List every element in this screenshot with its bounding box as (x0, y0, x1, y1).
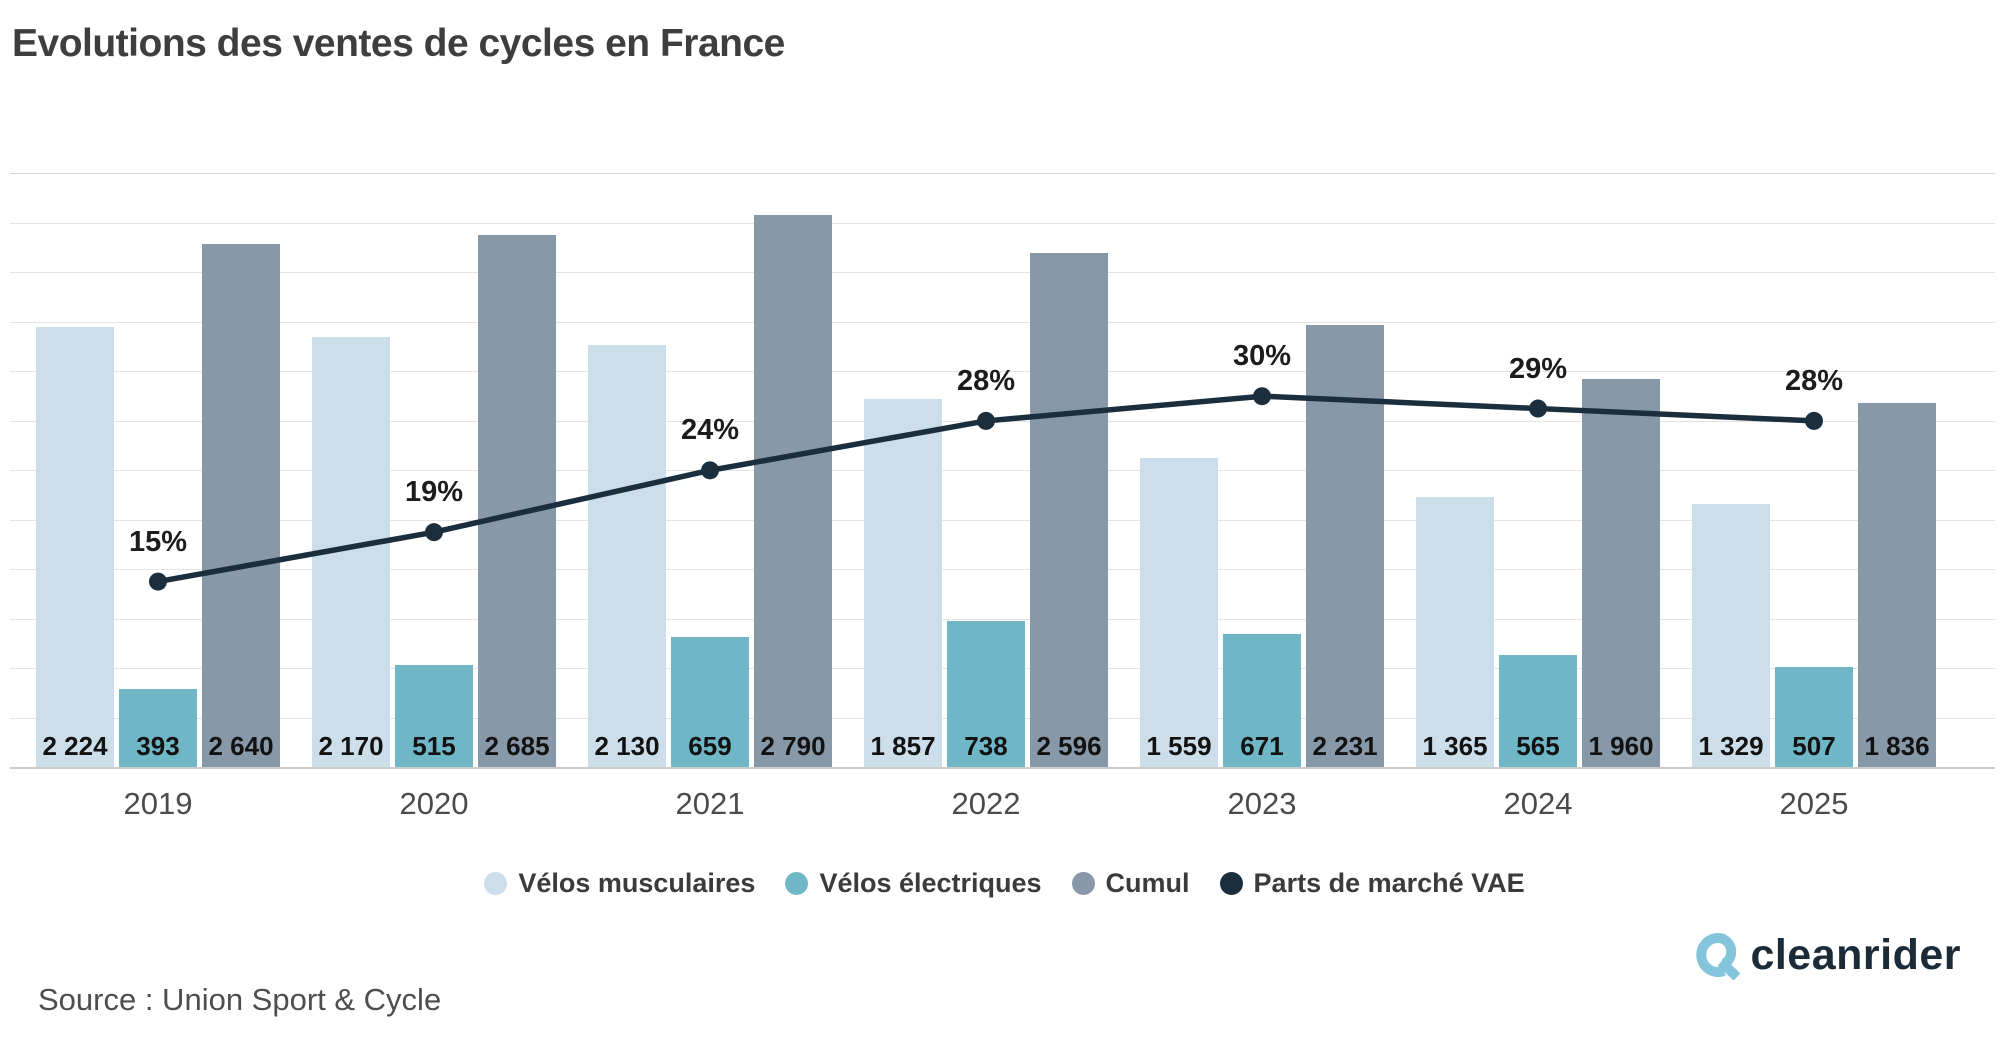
pct-label-2025: 28% (1784, 364, 1844, 397)
legend-item-velos-electriques[interactable]: Vélos électriques (785, 868, 1042, 899)
bar-value-label: 393 (136, 730, 180, 761)
legend-swatch-icon (1071, 872, 1095, 895)
x-axis-label-2024: 2024 (1503, 786, 1573, 821)
source-caption: Source : Union Sport & Cycle (38, 982, 442, 1017)
bar-velos-electriques-2019[interactable]: 393 (119, 689, 197, 767)
bar-value-label: 1 960 (1588, 730, 1654, 761)
cleanrider-logo-text: cleanrider (1750, 930, 1961, 979)
bar-value-label: 2 640 (208, 730, 274, 761)
legend-item-cumul[interactable]: Cumul (1071, 868, 1190, 899)
bar-value-label: 2 130 (594, 730, 660, 761)
bar-value-label: 671 (1240, 730, 1284, 761)
bar-velos-electriques-2024[interactable]: 565 (1499, 655, 1577, 767)
chart-title: Evolutions des ventes de cycles en Franc… (12, 22, 785, 65)
bar-cumul-2024[interactable]: 1 960 (1582, 378, 1660, 767)
legend-label: Vélos électriques (819, 868, 1042, 898)
bar-cumul-2023[interactable]: 2 231 (1306, 325, 1384, 767)
bar-value-label: 507 (1792, 730, 1836, 761)
legend-item-velos-musculaires[interactable]: Vélos musculaires (484, 868, 755, 899)
gridline-1750 (10, 420, 1995, 422)
bar-cumul-2022[interactable]: 2 596 (1030, 252, 1108, 767)
bar-value-label: 659 (688, 730, 732, 761)
x-axis-line (10, 767, 1995, 769)
bar-value-label: 1 836 (1864, 730, 1930, 761)
pct-label-2022: 28% (956, 364, 1016, 397)
bar-value-label: 515 (412, 730, 456, 761)
legend-label: Parts de marché VAE (1253, 868, 1525, 898)
bar-value-label: 1 329 (1698, 730, 1764, 761)
bar-cumul-2019[interactable]: 2 640 (202, 244, 280, 767)
bar-cumul-2025[interactable]: 1 836 (1858, 403, 1936, 767)
gridline-3000 (10, 173, 1995, 174)
bar-velos-electriques-2025[interactable]: 507 (1775, 666, 1853, 767)
pct-label-2023: 30% (1232, 340, 1292, 373)
cleanrider-logo: cleanrider (1690, 930, 1961, 980)
line-point-2019[interactable] (149, 572, 167, 591)
x-axis-label-2023: 2023 (1227, 786, 1297, 821)
cleanrider-logo-icon (1696, 933, 1741, 980)
legend-label: Vélos musculaires (518, 868, 756, 898)
line-point-2020[interactable] (425, 523, 443, 542)
gridline-2750 (10, 222, 1995, 224)
pct-label-2024: 29% (1508, 352, 1568, 385)
legend-swatch-icon (785, 872, 809, 895)
line-point-2023[interactable] (1253, 387, 1271, 406)
bar-velos-musculaires-2021[interactable]: 2 130 (588, 345, 666, 767)
bar-value-label: 1 365 (1422, 730, 1488, 761)
gridline-2500 (10, 272, 1995, 273)
bar-velos-electriques-2021[interactable]: 659 (671, 636, 749, 767)
bar-velos-electriques-2023[interactable]: 671 (1223, 634, 1301, 767)
bar-value-label: 2 224 (42, 730, 108, 761)
bar-cumul-2021[interactable]: 2 790 (754, 214, 832, 767)
bar-velos-musculaires-2019[interactable]: 2 224 (36, 326, 114, 767)
x-axis-label-2022: 2022 (951, 786, 1021, 821)
pct-label-2019: 15% (128, 525, 188, 558)
x-axis-label-2020: 2020 (399, 786, 469, 821)
x-axis-label-2019: 2019 (123, 786, 193, 821)
bar-value-label: 2 685 (484, 730, 550, 761)
line-point-2024[interactable] (1529, 399, 1547, 418)
bar-value-label: 2 596 (1036, 730, 1102, 761)
legend-swatch-icon (1219, 872, 1243, 895)
bar-value-label: 1 857 (870, 730, 936, 761)
bar-value-label: 565 (1516, 730, 1560, 761)
bar-velos-electriques-2020[interactable]: 515 (395, 665, 473, 767)
gridline-1500 (10, 470, 1995, 471)
bar-velos-musculaires-2024[interactable]: 1 365 (1416, 496, 1494, 767)
gridline-750 (10, 618, 1995, 620)
bar-value-label: 738 (964, 730, 1008, 761)
legend: Vélos musculaires Vélos électriques Cumul P… (0, 868, 2009, 899)
bar-value-label: 2 170 (318, 730, 384, 761)
x-axis-label-2025: 2025 (1779, 786, 1849, 821)
legend-swatch-icon (484, 872, 508, 895)
bar-velos-musculaires-2022[interactable]: 1 857 (864, 399, 942, 767)
bar-velos-musculaires-2020[interactable]: 2 170 (312, 337, 390, 767)
bar-velos-musculaires-2023[interactable]: 1 559 (1140, 458, 1218, 767)
bar-value-label: 2 231 (1312, 730, 1378, 761)
bar-value-label: 1 559 (1146, 730, 1212, 761)
bar-velos-electriques-2022[interactable]: 738 (947, 620, 1025, 767)
pct-label-2021: 24% (680, 414, 740, 447)
bar-value-label: 2 790 (760, 730, 826, 761)
pct-label-2020: 19% (404, 476, 464, 509)
gridline-2000 (10, 371, 1995, 372)
gridline-2250 (10, 321, 1995, 323)
legend-label: Cumul (1105, 868, 1190, 898)
legend-item-parts-de-marche-vae[interactable]: Parts de marché VAE (1219, 868, 1525, 899)
x-axis-label-2021: 2021 (675, 786, 745, 821)
bar-velos-musculaires-2025[interactable]: 1 329 (1692, 503, 1770, 767)
